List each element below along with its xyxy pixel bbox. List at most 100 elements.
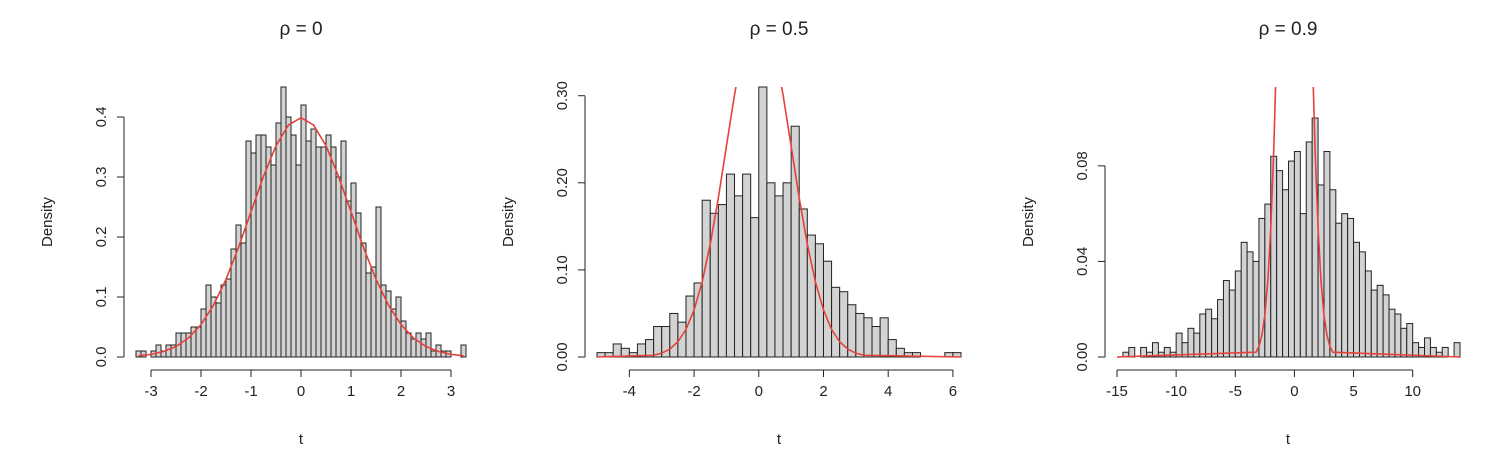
bar <box>798 208 808 358</box>
bar <box>814 243 824 358</box>
x-tick-label: -10 <box>1165 383 1187 400</box>
x-tick-label: 2 <box>819 383 827 400</box>
y-tick-label: 0.20 <box>554 168 571 197</box>
bar <box>1376 284 1384 358</box>
bar <box>669 312 679 358</box>
bar <box>1276 170 1284 358</box>
x-tick-label: 5 <box>1349 383 1357 400</box>
bar <box>1228 289 1236 358</box>
bar <box>335 176 342 358</box>
bar <box>310 128 317 358</box>
bar <box>1211 318 1219 358</box>
y-tick-label: 0.00 <box>554 342 571 371</box>
chart-title: ρ = 0.9 <box>1259 19 1318 40</box>
bar <box>1205 308 1213 358</box>
bar <box>250 152 257 358</box>
bar <box>365 272 372 358</box>
bar <box>395 296 402 358</box>
x-tick-label: -1 <box>244 383 257 400</box>
bar <box>1175 332 1183 358</box>
x-tick-label: -5 <box>1229 383 1242 400</box>
bar <box>653 326 663 358</box>
x-tick-label: 6 <box>949 383 957 400</box>
x-tick-label: 4 <box>884 383 892 400</box>
bar <box>460 344 467 358</box>
bar <box>1382 294 1390 358</box>
bar <box>360 242 367 358</box>
bar <box>415 332 422 358</box>
bar <box>1222 280 1230 358</box>
bar <box>766 182 776 358</box>
x-tick-label: -4 <box>623 383 636 400</box>
bar <box>140 350 147 358</box>
x-tick-label: 10 <box>1404 383 1421 400</box>
density-curve <box>138 116 464 357</box>
y-tick-label: 0.3 <box>93 167 110 188</box>
bar <box>612 343 622 358</box>
bar <box>205 284 212 358</box>
x-tick-label: -3 <box>144 383 157 400</box>
x-tick-label: -2 <box>687 383 700 400</box>
bar <box>1240 241 1248 358</box>
bar <box>774 195 784 358</box>
bar <box>325 134 332 358</box>
density-curve <box>1116 87 1461 358</box>
bar <box>645 339 655 358</box>
bar <box>855 312 865 358</box>
y-axis-label: Density <box>500 196 517 247</box>
bar <box>863 317 873 358</box>
x-tick-label: 3 <box>447 383 455 400</box>
bar <box>290 134 297 358</box>
bar <box>1364 270 1372 358</box>
bar <box>1217 299 1224 358</box>
bar <box>280 86 287 358</box>
y-axis-label: Density <box>39 196 56 247</box>
y-tick-label: 0.2 <box>93 227 110 248</box>
bar <box>330 146 337 358</box>
bar <box>420 338 427 358</box>
bar <box>1424 337 1431 358</box>
bar <box>200 308 207 358</box>
bar <box>1293 151 1301 358</box>
bar <box>215 302 222 358</box>
panel: ρ = 0 t Density -3 -2 -1 0 1 2 3 0.0 0.1 0.2 0.3 0.4 <box>39 19 467 448</box>
bar <box>1347 217 1355 358</box>
y-tick-label: 0.30 <box>554 81 571 110</box>
bar <box>305 140 312 358</box>
bar <box>1199 313 1207 358</box>
bar <box>750 217 760 358</box>
bar <box>879 317 889 358</box>
bar <box>1128 346 1136 358</box>
bar <box>315 146 322 358</box>
x-axis-label: t <box>777 431 782 448</box>
bar <box>758 86 768 358</box>
bar <box>345 200 352 358</box>
chart-title: ρ = 0 <box>279 19 322 40</box>
x-axis-label: t <box>299 431 304 448</box>
bar <box>245 140 252 358</box>
panel: ρ = 0.9 t Density -15 -10 -5 0 5 10 0.00 0.04 0.08 <box>1020 19 1461 448</box>
bar <box>350 182 357 358</box>
bar <box>725 173 736 358</box>
x-axis-label: t <box>1286 431 1291 448</box>
bar <box>270 164 277 358</box>
bar <box>1187 327 1195 358</box>
bar <box>405 332 412 358</box>
bar <box>1358 251 1366 358</box>
bar <box>1288 160 1295 358</box>
bar <box>260 134 267 358</box>
panel: ρ = 0.5 t Density -4 -2 0 2 4 6 0.00 0.10 0.20 0.30 <box>500 19 962 448</box>
x-tick-label: 0 <box>755 383 763 400</box>
y-tick-label: 0.1 <box>93 287 110 308</box>
y-tick-label: 0.04 <box>1074 247 1091 276</box>
bar <box>410 338 417 358</box>
bar <box>1329 189 1337 358</box>
bar <box>225 278 232 358</box>
y-tick-label: 0.10 <box>554 255 571 284</box>
bar <box>1453 342 1461 358</box>
bar <box>831 286 841 358</box>
bar <box>1282 189 1289 358</box>
bar <box>275 122 282 358</box>
bar <box>430 350 437 358</box>
